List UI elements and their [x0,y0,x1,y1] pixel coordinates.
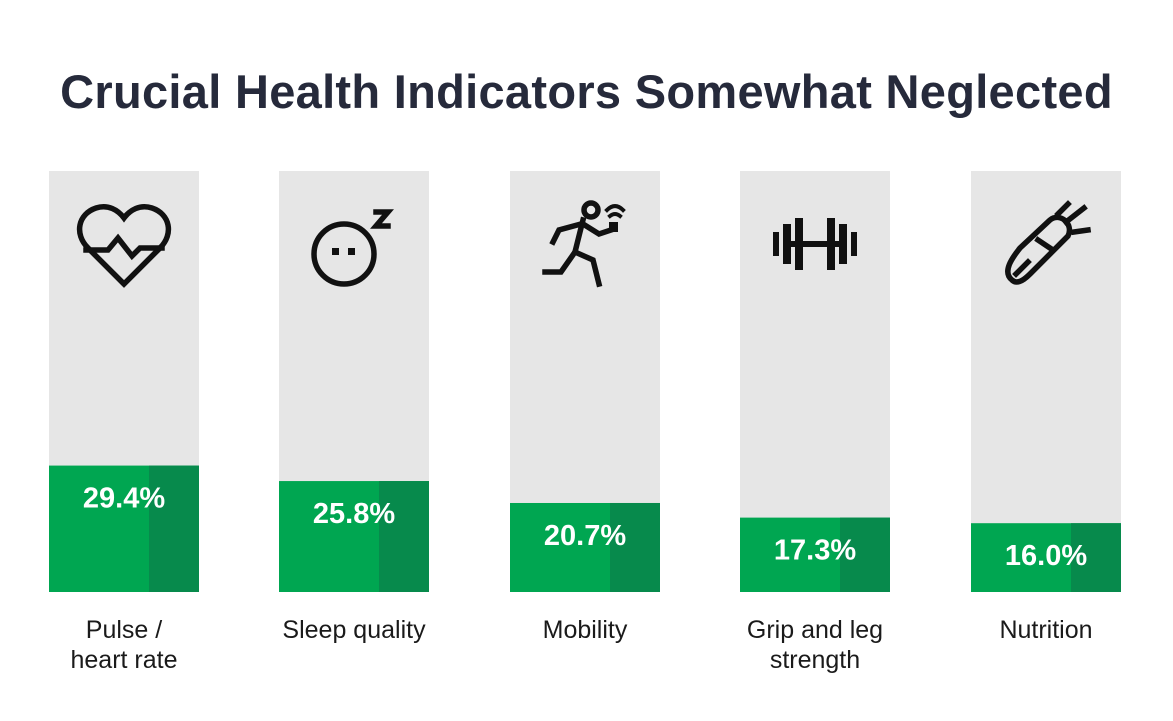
category-label: Mobility [543,616,628,644]
category-label: Grip and leg strength [747,616,883,674]
category-label-line: heart rate [70,646,177,674]
bar-column: 16.0% Nutrition [971,171,1121,644]
bar-column: 17.3% Grip and leg strength [740,171,890,674]
category-label-line: Nutrition [999,616,1092,644]
bar-value-label: 25.8% [313,498,395,530]
bar-column: 25.8% Sleep quality [279,171,429,644]
bar-track [971,171,1121,592]
bar-value-label: 29.4% [83,483,165,515]
bar-shadow [610,502,660,592]
bar-value-label: 20.7% [544,520,626,552]
category-label-line: Pulse / [86,616,162,644]
category-label-line: Sleep quality [282,616,426,644]
bar-column: 20.7% Mobility [510,171,660,644]
bar-shadow [379,481,429,592]
category-label-line: Mobility [543,616,628,644]
category-label-line: Grip and leg [747,616,883,644]
bar-shadow [1071,523,1121,592]
sleep-face-icon [311,209,394,287]
bar-shadow [840,517,890,592]
bar-column: 29.4% Pulse / heart rate [49,171,199,674]
chart-title: Crucial Health Indicators Somewhat Negle… [60,65,1113,118]
heart-pulse-icon [76,204,172,288]
bar-value-label: 17.3% [774,535,856,567]
category-label: Nutrition [999,616,1092,644]
dumbbell-icon [773,218,857,270]
bar-value-label: 16.0% [1005,540,1087,572]
category-label-line: strength [770,646,860,674]
running-person-icon [542,200,626,288]
category-label: Pulse / heart rate [70,616,177,674]
carrot-icon [1005,200,1092,285]
category-label: Sleep quality [282,616,426,644]
bar-shadow [149,465,199,592]
